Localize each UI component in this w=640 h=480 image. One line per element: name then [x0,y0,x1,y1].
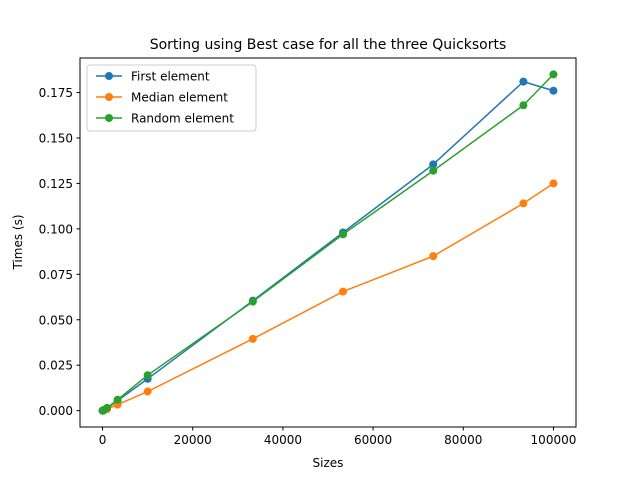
legend-marker [105,72,113,80]
y-tick-label: 0.150 [39,131,73,145]
data-point [519,101,528,110]
data-point [113,395,122,404]
data-point [103,403,112,412]
y-tick-label: 0.025 [39,359,73,373]
x-tick-label: 20000 [174,433,212,447]
legend-label: Median element [131,91,228,105]
y-tick-label: 0.175 [39,86,73,100]
x-axis: 0 20000 40000 60000 80000 100000 [99,427,577,447]
data-point [549,179,558,188]
legend-entry: Median element [96,91,228,105]
y-tick-label: 0.050 [39,313,73,327]
data-point [519,77,528,86]
y-axis: 0.000 0.025 0.050 0.075 0.100 0.125 0.150 0.175 [39,86,80,418]
data-point [248,297,257,306]
plot-area [98,70,558,415]
data-point [248,334,257,343]
y-tick-label: 0.125 [39,177,73,191]
x-tick-label: 100000 [531,433,577,447]
y-axis-label: Times (s) [11,214,25,270]
legend: First element Median element Random elemen… [86,64,257,132]
y-tick-label: 0.075 [39,268,73,282]
x-axis-label: Sizes [313,456,344,470]
axes-frame [79,57,577,428]
data-point [429,252,438,261]
x-tick-label: 0 [99,433,107,447]
legend-entry: First element [96,70,210,84]
series-random-element [98,70,558,415]
y-tick-label: 0.000 [39,404,73,418]
x-tick-label: 80000 [444,433,482,447]
legend-label: First element [131,70,210,84]
data-point [429,166,438,175]
x-tick-label: 60000 [354,433,392,447]
y-tick-label: 0.100 [39,222,73,236]
legend-entry: Random element [96,112,234,126]
data-point [143,371,152,380]
data-point [549,86,558,95]
data-point [143,387,152,396]
data-point [339,287,348,296]
data-point [339,230,348,239]
legend-label: Random element [131,112,234,126]
data-point [549,70,558,79]
data-point [519,199,528,208]
legend-box [86,64,257,132]
legend-marker [105,93,113,101]
chart-title: Sorting using Best case for all the thre… [150,37,507,53]
legend-marker [105,114,113,122]
x-tick-label: 40000 [264,433,302,447]
data-point [429,160,438,169]
